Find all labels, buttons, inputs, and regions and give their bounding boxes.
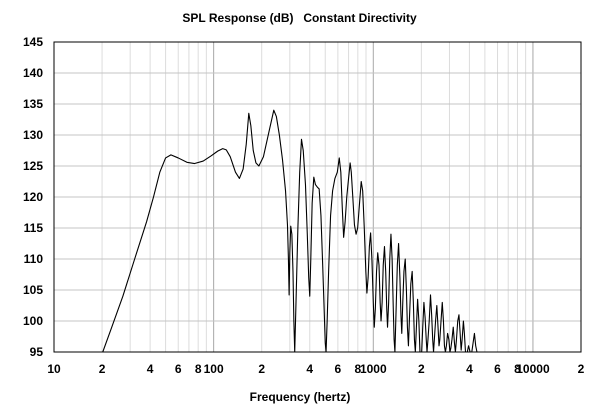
x-tick-label: 6 [494,362,501,376]
y-tick-label: 120 [23,190,43,204]
y-tick-label: 105 [23,283,43,297]
x-tick-label: 1000 [360,362,387,376]
x-tick-label: 4 [147,362,154,376]
y-tick-labels: 95 100 105 110 115 120 125 130 135 140 145 [23,35,43,359]
y-tick-label: 130 [23,128,43,142]
x-tick-label: 8 [514,362,521,376]
x-tick-label: 6 [175,362,182,376]
plot-series [102,109,478,353]
x-tick-label: 2 [578,362,585,376]
y-tick-label: 95 [30,345,44,359]
grid-major [54,41,581,353]
x-tick-label: 10 [47,362,61,376]
chart-title: SPL Response (dB) [182,11,293,25]
y-tick-label: 125 [23,159,43,173]
x-tick-label: 8 [354,362,361,376]
y-tick-label: 110 [24,252,44,266]
x-axis-label: Frequency (hertz) [250,390,351,404]
x-tick-label: 2 [99,362,106,376]
chart-subtitle: Constant Directivity [303,11,417,25]
x-tick-label: 4 [466,362,473,376]
x-tick-label: 100 [204,362,224,376]
plot-frame [53,41,582,353]
x-tick-label: 2 [258,362,265,376]
x-tick-label: 6 [335,362,342,376]
y-tick-label: 135 [23,97,43,111]
x-tick-label: 2 [418,362,425,376]
x-tick-label: 4 [306,362,313,376]
x-tick-label: 8 [195,362,202,376]
y-tick-label: 140 [23,66,43,80]
x-tick-label: 10000 [516,362,550,376]
series-line [102,109,478,353]
y-tick-label: 100 [23,314,43,328]
y-tick-label: 145 [23,35,43,49]
y-tick-label: 115 [24,221,44,235]
